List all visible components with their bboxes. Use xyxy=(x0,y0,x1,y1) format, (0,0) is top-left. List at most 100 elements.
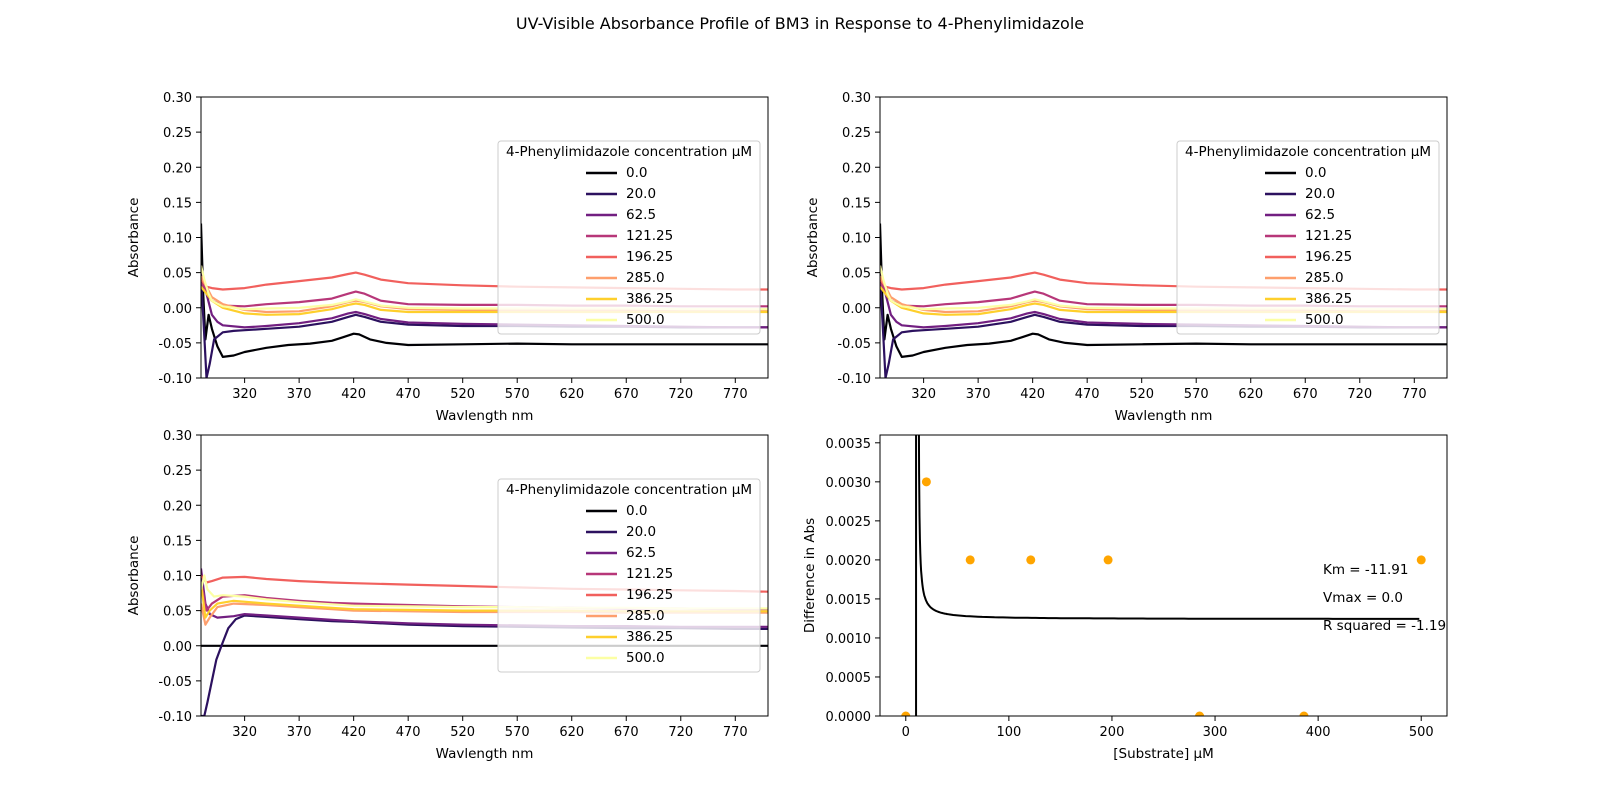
y-tick-label: 0.0000 xyxy=(826,710,872,725)
x-tick-label: 520 xyxy=(1129,387,1154,402)
figure-title: UV-Visible Absorbance Profile of BM3 in … xyxy=(516,14,1084,33)
legend-label: 500.0 xyxy=(626,650,665,666)
x-tick-label: 500 xyxy=(1409,725,1434,740)
y-axis-label: Absorbance xyxy=(126,198,142,278)
y-tick-label: -0.10 xyxy=(158,372,192,387)
legend: 4-Phenylimidazole concentration µM 0.0 20.… xyxy=(1176,140,1440,335)
plot-area xyxy=(201,223,768,378)
fit-annotation: Vmax = 0.0 xyxy=(1323,590,1403,606)
y-tick-label: -0.05 xyxy=(837,337,871,352)
x-tick-label: 620 xyxy=(559,725,584,740)
panel-bottom-left: 320 370 420 470 520 570 620 670 720 770 -0.10 -0.05… xyxy=(126,429,769,762)
legend-label: 386.25 xyxy=(626,629,673,645)
legend-label: 285.0 xyxy=(1305,270,1344,286)
x-axis-label: [Substrate] µM xyxy=(1113,746,1214,762)
y-tick-label: 0.25 xyxy=(163,126,192,141)
y-axis-label: Absorbance xyxy=(805,198,821,278)
y-tick-label: 0.0030 xyxy=(826,476,872,491)
x-tick-label: 620 xyxy=(559,387,584,402)
x-axis-label: Wavlength nm xyxy=(436,746,534,762)
series-line-0.0 xyxy=(880,223,1447,358)
x-tick-label: 200 xyxy=(1100,725,1125,740)
x-tick-label: 570 xyxy=(505,725,530,740)
x-tick-label: 420 xyxy=(341,725,366,740)
x-tick-label: 520 xyxy=(450,387,475,402)
legend-label: 386.25 xyxy=(626,291,673,307)
x-tick-label: 570 xyxy=(505,387,530,402)
legend-label: 500.0 xyxy=(626,312,665,328)
y-tick-label: 0.30 xyxy=(163,429,192,444)
x-tick-label: 470 xyxy=(396,387,421,402)
legend-title: 4-Phenylimidazole concentration µM xyxy=(1185,144,1431,160)
x-tick-label: 420 xyxy=(1020,387,1045,402)
y-tick-label: 0.00 xyxy=(163,640,192,655)
x-tick-label: 100 xyxy=(996,725,1021,740)
y-tick-label: -0.05 xyxy=(158,675,192,690)
y-tick-label: 0.05 xyxy=(842,267,871,282)
x-tick-label: 670 xyxy=(614,725,639,740)
y-tick-label: 0.10 xyxy=(842,232,871,247)
x-tick-label: 320 xyxy=(911,387,936,402)
plot-area xyxy=(901,435,1426,716)
x-tick-label: 720 xyxy=(1347,387,1372,402)
x-tick-label: 470 xyxy=(1075,387,1100,402)
legend-label: 20.0 xyxy=(626,524,656,540)
panel-top-right: 320 370 420 470 520 570 620 670 720 770 -0.10 -0.05… xyxy=(805,91,1448,424)
legend-label: 121.25 xyxy=(626,228,673,244)
y-tick-label: 0.20 xyxy=(163,161,192,176)
legend-box xyxy=(497,478,761,673)
x-tick-label: 300 xyxy=(1203,725,1228,740)
data-point xyxy=(901,711,911,716)
legend-label: 285.0 xyxy=(626,270,665,286)
y-axis-label: Absorbance xyxy=(126,536,142,616)
series-line-0.0 xyxy=(201,223,768,358)
x-tick-label: 770 xyxy=(723,387,748,402)
y-tick-label: -0.05 xyxy=(158,337,192,352)
legend-label: 0.0 xyxy=(626,165,647,181)
legend-label: 500.0 xyxy=(1305,312,1344,328)
y-tick-label: 0.15 xyxy=(163,534,192,549)
y-tick-label: 0.0025 xyxy=(826,515,872,530)
legend-label: 196.25 xyxy=(626,587,673,603)
y-tick-label: 0.15 xyxy=(842,196,871,211)
legend-label: 0.0 xyxy=(1305,165,1326,181)
y-tick-label: 0.20 xyxy=(163,499,192,514)
panel-top-left: 320 370 420 470 520 570 620 670 720 770 -0.10 -0.05… xyxy=(126,91,769,424)
panel-bottom-right: Km = -11.91 Vmax = 0.0 R squared = -1.19 0 1… xyxy=(802,434,1448,762)
axes-frame xyxy=(879,434,1448,717)
legend-title: 4-Phenylimidazole concentration µM xyxy=(506,144,752,160)
y-tick-label: 0.0035 xyxy=(826,437,872,452)
y-tick-label: 0.0020 xyxy=(826,554,872,569)
x-tick-label: 770 xyxy=(1402,387,1427,402)
y-tick-label: 0.05 xyxy=(163,267,192,282)
legend-label: 62.5 xyxy=(626,207,656,223)
legend-box xyxy=(497,140,761,335)
fit-annotation: R squared = -1.19 xyxy=(1323,618,1446,634)
legend-label: 0.0 xyxy=(626,503,647,519)
y-axis-label: Difference in Abs xyxy=(802,518,818,633)
x-tick-label: 570 xyxy=(1184,387,1209,402)
legend-label: 121.25 xyxy=(626,566,673,582)
data-point xyxy=(921,477,931,487)
legend-label: 62.5 xyxy=(626,545,656,561)
x-axis-label: Wavlength nm xyxy=(1115,408,1213,424)
y-tick-label: 0.25 xyxy=(163,464,192,479)
legend-label: 20.0 xyxy=(1305,186,1335,202)
y-tick-label: 0.20 xyxy=(842,161,871,176)
fit-curve xyxy=(917,435,1420,620)
y-tick-label: 0.0005 xyxy=(826,671,872,686)
y-tick-label: -0.10 xyxy=(158,710,192,725)
y-tick-label: 0.05 xyxy=(163,605,192,620)
y-tick-label: 0.00 xyxy=(163,302,192,317)
fit-annotation: Km = -11.91 xyxy=(1323,562,1408,578)
x-tick-label: 470 xyxy=(396,725,421,740)
y-tick-label: 0.0010 xyxy=(826,632,872,647)
legend-label: 285.0 xyxy=(626,608,665,624)
legend-title: 4-Phenylimidazole concentration µM xyxy=(506,482,752,498)
legend: 4-Phenylimidazole concentration µM 0.0 20.… xyxy=(497,478,761,673)
x-tick-label: 420 xyxy=(341,387,366,402)
y-tick-label: 0.0015 xyxy=(826,593,872,608)
x-axis-label: Wavlength nm xyxy=(436,408,534,424)
legend: 4-Phenylimidazole concentration µM 0.0 20.… xyxy=(497,140,761,335)
